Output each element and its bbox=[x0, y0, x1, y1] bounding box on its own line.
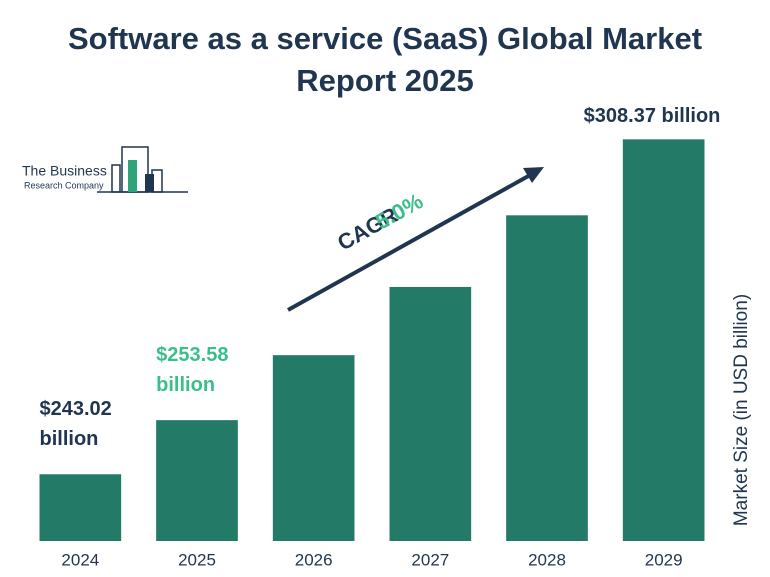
bar bbox=[156, 420, 238, 541]
x-tick-label: 2027 bbox=[411, 550, 449, 569]
bar bbox=[506, 215, 588, 541]
x-tick-label: 2028 bbox=[528, 550, 566, 569]
cagr-arrow bbox=[287, 167, 544, 312]
cagr-value: 5.0% bbox=[371, 188, 427, 234]
chart-title: Software as a service (SaaS) Global Mark… bbox=[67, 21, 703, 98]
value-label: $308.37 billion bbox=[583, 105, 721, 128]
logo-line2: Research Company bbox=[24, 180, 104, 190]
logo: The Business Research Company bbox=[22, 146, 188, 193]
value-label: $243.02 billion bbox=[39, 398, 112, 451]
bar bbox=[272, 355, 355, 541]
bar bbox=[389, 286, 472, 541]
x-tick-label: 2029 bbox=[645, 550, 683, 569]
x-tick-label: 2026 bbox=[295, 550, 333, 569]
bar bbox=[622, 139, 705, 541]
x-tick-label: 2025 bbox=[178, 550, 216, 569]
bar bbox=[39, 474, 122, 541]
x-tick-label: 2024 bbox=[61, 550, 99, 569]
y-axis-label: Market Size (in USD billion) bbox=[731, 294, 752, 526]
logo-line1: The Business bbox=[22, 163, 107, 179]
value-label: $253.58 billion bbox=[156, 344, 229, 397]
